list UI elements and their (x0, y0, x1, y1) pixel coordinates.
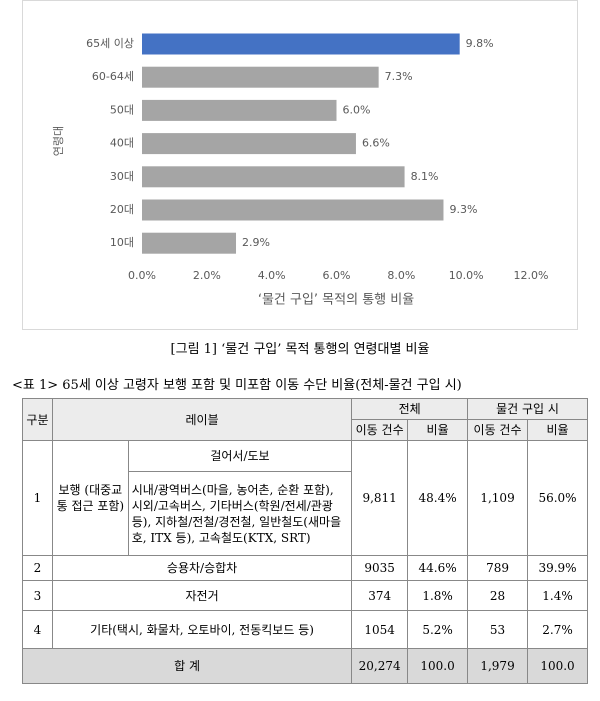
cell: 9,811 (351, 440, 409, 557)
x-tick-label: 0.0% (128, 269, 156, 282)
header: 이동 건수 (467, 419, 528, 442)
y-tick-label: 50대 (110, 103, 134, 116)
cell: 자전거 (51, 580, 353, 612)
data-label: 6.0% (343, 103, 371, 116)
header: 전체 (351, 397, 469, 421)
cell: 48.4% (407, 440, 469, 557)
cell: 승용차/승합차 (51, 555, 353, 582)
cell: 53 (467, 610, 528, 650)
cell: 100.0 (407, 648, 469, 685)
bar (142, 232, 237, 254)
cell: 1054 (351, 610, 409, 650)
cell: 5.2% (407, 610, 469, 650)
cell: 374 (351, 580, 409, 612)
y-tick-label: 40대 (110, 137, 134, 150)
cell: 걸어서/도보 (127, 440, 353, 473)
cell: 기타(택시, 화물차, 오토바이, 전동킥보드 등) (51, 610, 353, 650)
data-label: 2.9% (242, 236, 270, 249)
x-tick-label: 8.0% (387, 269, 415, 282)
cell: 9035 (351, 555, 409, 582)
y-tick-label: 20대 (110, 203, 134, 216)
chart: 연령대 ‘물건 구입’ 목적의 통행 비율 0.0% 2.0% 4.0% 6.0% 8.… (52, 33, 549, 308)
cell: 56.0% (527, 440, 588, 557)
y-tick-label: 60-64세 (92, 70, 134, 83)
data-label: 9.3% (449, 203, 477, 216)
cell: 2 (22, 555, 53, 582)
y-tick-label: 10대 (110, 236, 134, 249)
cell: 1.8% (407, 580, 469, 612)
header: 비율 (407, 419, 469, 442)
x-tick-label: 4.0% (258, 269, 286, 282)
cell: 1,979 (467, 648, 528, 685)
data-label: 7.3% (385, 70, 413, 83)
data-label: 9.8% (466, 37, 494, 50)
cell: 789 (467, 555, 528, 582)
bar (142, 33, 460, 55)
bar (142, 99, 337, 121)
y-tick-label: 65세 이상 (86, 37, 134, 50)
x-tick-label: 2.0% (193, 269, 221, 282)
bar (142, 66, 379, 88)
data-label: 6.6% (362, 137, 390, 150)
cell: 2.7% (527, 610, 588, 650)
header: 구분 (22, 397, 53, 442)
x-tick-label: 12.0% (514, 269, 549, 282)
cell: 합 계 (21, 648, 353, 685)
x-tick-label: 6.0% (323, 269, 351, 282)
x-tick-label: 10.0% (449, 269, 484, 282)
cell: 44.6% (407, 555, 469, 582)
cell: 3 (22, 580, 53, 612)
bar (142, 166, 405, 188)
figure-caption: [그림 1] ‘물건 구입’ 목적 통행의 연령대별 비율 (170, 342, 430, 357)
cell: 1.4% (527, 580, 588, 612)
header: 물건 구입 시 (467, 397, 588, 421)
cell: 20,274 (351, 648, 409, 685)
chart-frame: 연령대 ‘물건 구입’ 목적의 통행 비율 0.0% 2.0% 4.0% 6.0% 8.… (22, 0, 578, 330)
cell: 4 (22, 610, 53, 650)
header: 레이블 (51, 397, 353, 442)
table-title: <표 1> 65세 이상 고령자 보행 포함 및 미포함 이동 수단 비율(전체… (12, 378, 462, 393)
y-tick-label: 30대 (110, 170, 134, 183)
bar (142, 199, 444, 221)
cell: 28 (467, 580, 528, 612)
header: 이동 건수 (351, 419, 409, 442)
data-table: 구분 레이블 전체 물건 구입 시 이동 건수 비율 이동 건수 비율 1 보행 (대중교통 … (21, 397, 588, 685)
bar (142, 133, 356, 155)
cell: 100.0 (527, 648, 588, 685)
cell: 1,109 (467, 440, 528, 557)
cell: 39.9% (527, 555, 588, 582)
cell: 보행 (대중교통 접근 포함) (51, 440, 129, 557)
cell: 시내/광역버스(마을, 농어촌, 순환 포함), 시외/고속버스, 기타버스(학… (127, 471, 353, 557)
header: 비율 (527, 419, 588, 442)
y-axis-label: 연령대 (52, 126, 65, 156)
data-label: 8.1% (411, 170, 439, 183)
x-axis-label: ‘물건 구입’ 목적의 통행 비율 (258, 292, 414, 308)
cell: 1 (22, 440, 53, 557)
